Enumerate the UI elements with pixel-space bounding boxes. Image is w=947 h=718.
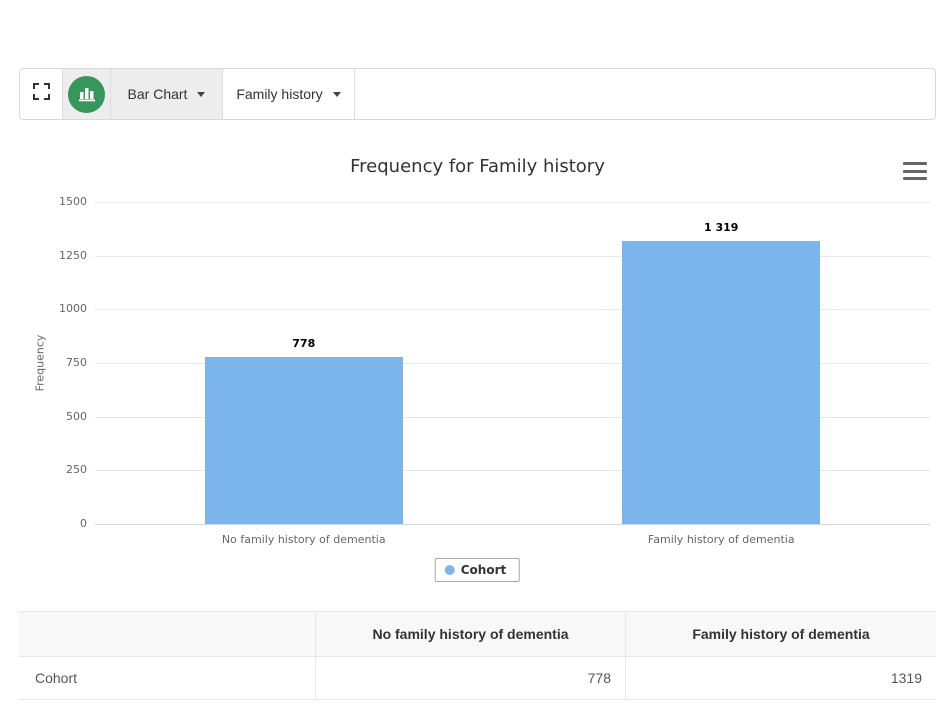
- bar[interactable]: [622, 241, 820, 524]
- x-axis-line: [95, 524, 930, 525]
- gridline: [95, 416, 930, 418]
- table-header-no-family-history: No family history of dementia: [315, 612, 625, 656]
- chevron-down-icon: [197, 91, 206, 97]
- x-category-label: No family history of dementia: [221, 533, 386, 546]
- bar-value-label: 778: [292, 337, 316, 350]
- fullscreen-button[interactable]: [20, 69, 63, 119]
- y-tick-label: 250: [66, 463, 87, 477]
- gridline: [95, 255, 930, 257]
- gridline: [95, 202, 930, 203]
- table-header-empty: [19, 612, 315, 656]
- chart-type-dropdown[interactable]: Bar Chart: [111, 69, 223, 119]
- variable-label: Family history: [236, 86, 323, 102]
- chevron-down-icon: [332, 91, 341, 97]
- gridline: [95, 309, 930, 311]
- table-cell-value: 778: [315, 657, 625, 699]
- gridline: [95, 470, 930, 472]
- legend-marker-icon: [444, 565, 455, 575]
- bar-chart-badge-icon: [68, 75, 105, 113]
- chart-toolbar: Bar Chart Family history: [19, 68, 936, 120]
- y-tick-label: 1250: [59, 248, 87, 262]
- y-tick-label: 0: [80, 517, 87, 530]
- plot-area: 0 250 500 750 1000 1250 1500 778 No family histo…: [59, 195, 930, 546]
- bar[interactable]: [205, 357, 403, 524]
- chart-icon-button[interactable]: [63, 69, 111, 119]
- legend-label: Cohort: [460, 563, 507, 577]
- table-header-row: No family history of dementia Family his…: [19, 611, 936, 657]
- frequency-table: No family history of dementia Family his…: [19, 611, 936, 700]
- fullscreen-icon: [32, 83, 50, 105]
- chart-type-label: Bar Chart: [127, 86, 188, 102]
- table-row-label: Cohort: [35, 670, 78, 686]
- bar-value-label: 1 319: [704, 221, 739, 234]
- table-cell-value: 1319: [625, 657, 936, 699]
- y-tick-label: 750: [66, 356, 87, 369]
- y-tick-label: 1500: [59, 195, 87, 208]
- legend[interactable]: Cohort: [434, 558, 520, 582]
- chart-title: Frequency for Family history: [350, 156, 605, 177]
- variable-dropdown[interactable]: Family history: [223, 69, 355, 119]
- gridline: [95, 363, 930, 364]
- chart-context-menu-button[interactable]: [903, 161, 927, 181]
- table-row: Cohort 778 1319: [19, 657, 936, 700]
- x-category-label: Family history of dementia: [647, 533, 795, 546]
- toolbar-spacer: [355, 69, 935, 119]
- table-header-family-history: Family history of dementia: [625, 612, 936, 656]
- y-tick-label: 1000: [59, 302, 87, 316]
- y-tick-label: 500: [66, 409, 87, 423]
